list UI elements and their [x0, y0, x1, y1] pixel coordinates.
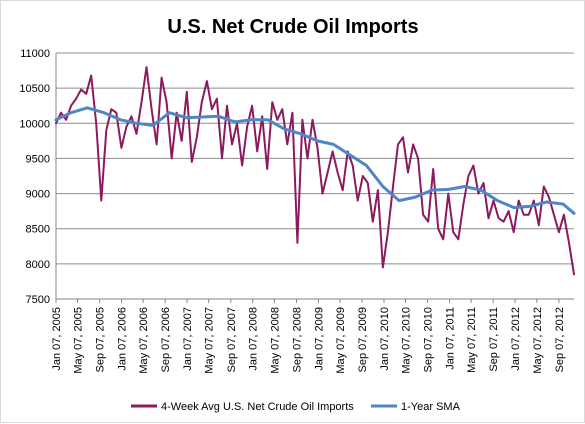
- x-axis-ticks: Jan 07, 2005 May 07, 2005 Sep 07, 2005 Jan …: [51, 299, 566, 374]
- x-tick-label: Jan 07, 2009: [313, 307, 325, 371]
- x-tick-label: Jan 07, 2005: [51, 307, 63, 371]
- x-tick-label: May 07, 2009: [335, 307, 347, 374]
- y-tick-label: 9000: [26, 189, 50, 201]
- y-tick-label: 8000: [26, 259, 50, 271]
- y-tick-label: 11000: [20, 48, 50, 60]
- x-tick-label: May 07, 2012: [532, 307, 544, 374]
- x-tick-label: Sep 07, 2005: [95, 307, 107, 372]
- series-layer: [54, 66, 576, 276]
- x-tick-label: Jan 07, 2007: [182, 307, 194, 371]
- series-line-imports: [55, 66, 575, 276]
- legend-label-imports: 4-Week Avg U.S. Net Crude Oil Imports: [161, 401, 354, 413]
- x-tick-label: Sep 07, 2011: [488, 307, 500, 372]
- x-tick-label: May 07, 2007: [204, 307, 216, 374]
- y-tick-label: 10000: [19, 118, 50, 130]
- chart-title: U.S. Net Crude Oil Imports: [167, 16, 418, 38]
- x-tick-label: Sep 07, 2009: [357, 307, 369, 372]
- y-tick-label: 8500: [26, 224, 50, 236]
- x-tick-label: May 07, 2010: [401, 307, 413, 374]
- grid-layer: [55, 52, 574, 300]
- x-tick-label: Sep 07, 2008: [292, 307, 304, 372]
- x-tick-label: Sep 07, 2006: [160, 307, 172, 372]
- x-tick-label: Jan 07, 2008: [248, 307, 260, 371]
- x-tick-label: May 07, 2006: [138, 307, 150, 374]
- y-axis-ticks: 7500 8000 8500 9000 9500 10000 10500 11000: [19, 48, 50, 306]
- x-tick-label: Jan 07, 2011: [445, 307, 457, 370]
- y-tick-label: 7500: [26, 294, 50, 306]
- series-line-sma: [54, 106, 576, 215]
- x-tick-label: Jan 07, 2006: [117, 307, 129, 371]
- x-tick-label: Sep 07, 2010: [423, 307, 435, 372]
- x-tick-label: Sep 07, 2012: [554, 307, 566, 372]
- y-tick-label: 9500: [26, 153, 50, 165]
- legend: 4-Week Avg U.S. Net Crude Oil Imports 1-…: [131, 401, 461, 413]
- x-tick-label: May 07, 2008: [269, 307, 281, 374]
- x-tick-label: May 07, 2005: [73, 307, 85, 374]
- x-tick-label: Sep 07, 2007: [226, 307, 238, 372]
- x-tick-label: May 07, 2011: [466, 307, 478, 373]
- x-tick-label: Jan 07, 2010: [379, 307, 391, 371]
- y-tick-label: 10500: [19, 83, 50, 95]
- legend-label-sma: 1-Year SMA: [401, 401, 461, 413]
- x-tick-label: Jan 07, 2012: [510, 307, 522, 371]
